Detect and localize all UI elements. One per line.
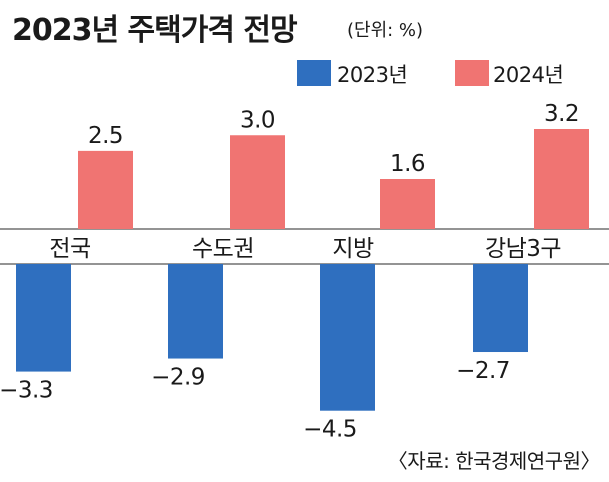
value-label-2023-2: −4.5 [303, 417, 357, 443]
bars [16, 129, 589, 411]
bar-2024-1 [230, 135, 285, 229]
legend-label-2024: 2024년 [493, 63, 563, 87]
bar-2023-2 [320, 264, 375, 411]
chart-header: 2023년 주택가격 전망 (단위: %) [12, 13, 423, 48]
value-label-2024-0: 2.5 [88, 123, 123, 149]
bar-2023-3 [473, 264, 528, 353]
legend-swatch-2023 [297, 60, 331, 86]
legend: 2023년 2024년 [297, 60, 564, 87]
chart-title: 2023년 주택가격 전망 [12, 13, 298, 48]
value-label-2024-2: 1.6 [390, 151, 425, 177]
category-label-0: 전국 [49, 236, 90, 262]
value-labels: 2.5 −3.3 3.0 −2.9 1.6 −4.5 3.2 −2.7 [0, 101, 580, 443]
value-label-2024-3: 3.2 [544, 101, 579, 127]
category-label-2: 지방 [332, 236, 374, 262]
value-label-2023-3: −2.7 [456, 358, 510, 384]
category-label-1: 수도권 [192, 236, 254, 262]
category-label-3: 강남3구 [485, 236, 561, 262]
bar-2024-0 [78, 150, 133, 229]
value-label-2023-1: −2.9 [151, 365, 205, 391]
value-label-2024-1: 3.0 [240, 107, 275, 133]
legend-swatch-2024 [455, 60, 489, 86]
legend-label-2023: 2023년 [337, 63, 407, 87]
bar-2023-1 [168, 264, 223, 359]
source-note: 〈자료: 한국경제연구원〉 [388, 449, 600, 473]
category-labels: 전국 수도권 지방 강남3구 [49, 236, 561, 262]
bar-2023-0 [16, 264, 71, 372]
value-label-2023-0: −3.3 [0, 378, 53, 404]
chart-unit: (단위: %) [347, 20, 423, 41]
bar-2024-3 [534, 129, 589, 229]
bar-2024-2 [380, 179, 435, 229]
